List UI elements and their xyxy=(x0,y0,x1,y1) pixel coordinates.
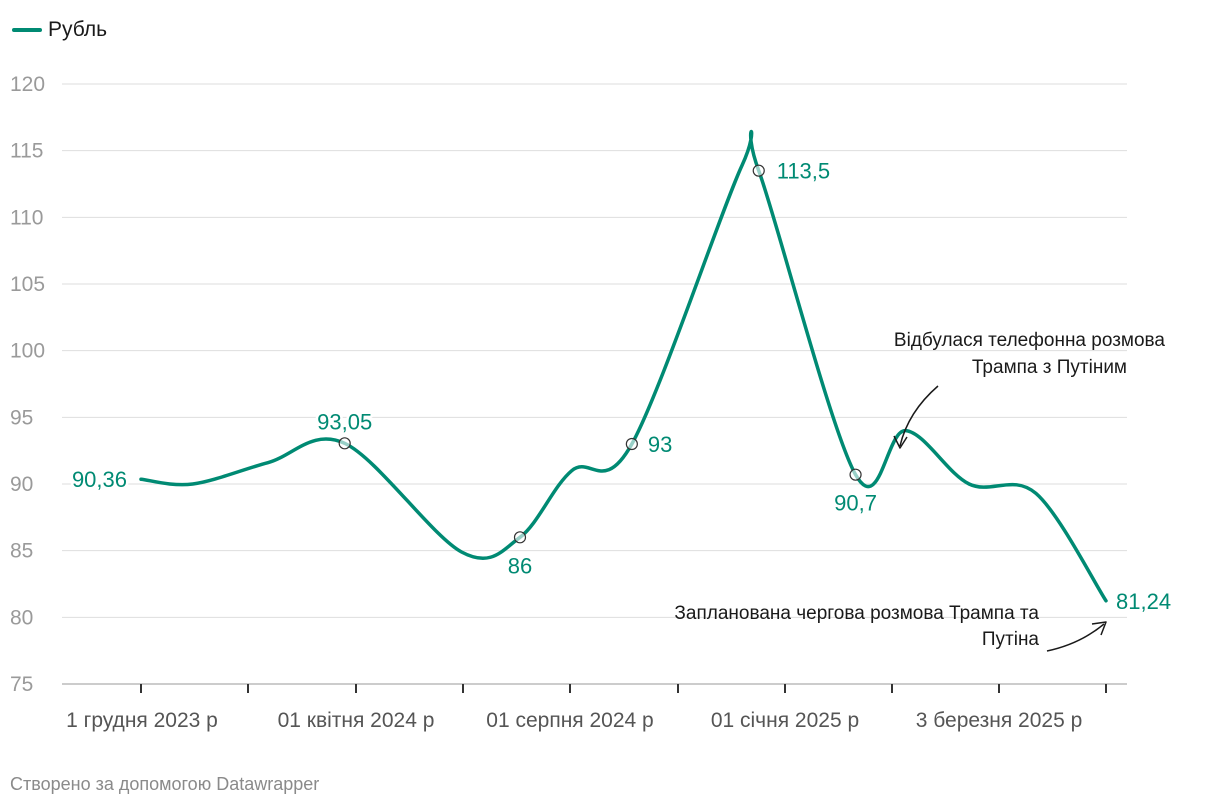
data-label: 93,05 xyxy=(317,409,372,434)
legend: Рубль xyxy=(12,18,107,42)
data-point-marker xyxy=(338,437,351,450)
annotation-text: Путіна xyxy=(982,629,1040,650)
legend-swatch xyxy=(12,28,42,32)
data-label: 90,36 xyxy=(72,467,127,492)
annotation-text: Відбулася телефонна розмова xyxy=(894,330,1165,351)
y-tick-label: 90 xyxy=(10,473,33,496)
data-label: 86 xyxy=(508,553,532,578)
y-tick-label: 100 xyxy=(10,340,45,363)
data-label-halo: 90,7 xyxy=(834,491,877,516)
y-tick-label: 115 xyxy=(10,140,43,163)
annotation-arrow xyxy=(899,385,939,447)
data-label-halo: 113,5 xyxy=(777,159,830,184)
x-tick-label: 01 січня 2025 р xyxy=(711,709,859,732)
x-tick-label: 1 грудня 2023 р xyxy=(66,709,218,732)
footer-credit: Створено за допомогою Datawrapper xyxy=(10,774,320,794)
data-label-halo: 93,05 xyxy=(317,409,372,434)
series-line-rubl xyxy=(139,129,1108,603)
x-tick-label: 3 березня 2025 р xyxy=(916,709,1083,732)
annotation-text: Запланована чергова розмова Трампа та xyxy=(674,603,1039,624)
data-label-halo: 90,36 xyxy=(72,467,127,492)
data-label-halo: 93 xyxy=(648,432,672,457)
data-point-marker xyxy=(625,437,638,451)
annotation-arrowhead xyxy=(893,435,908,449)
y-tick-label: 75 xyxy=(10,673,33,696)
y-tick-label: 110 xyxy=(10,206,43,229)
data-label: 113,5 xyxy=(777,159,830,184)
y-tick-label: 85 xyxy=(10,540,33,563)
x-tick-label: 01 серпня 2024 р xyxy=(486,709,653,732)
data-label: 81,24 xyxy=(1116,589,1171,614)
data-label: 90,7 xyxy=(834,491,877,516)
data-point-marker xyxy=(752,164,765,177)
y-tick-label: 105 xyxy=(10,273,45,296)
annotation-arrow xyxy=(1046,623,1105,652)
annotation-text: Трампа з Путіним xyxy=(972,357,1127,378)
data-point-marker xyxy=(849,468,862,481)
legend-label: Рубль xyxy=(48,18,108,41)
data-label-halo: 81,24 xyxy=(1116,589,1171,614)
y-tick-label: 120 xyxy=(10,73,45,96)
y-tick-label: 95 xyxy=(10,406,33,429)
y-tick-label: 80 xyxy=(10,606,33,629)
data-point-marker xyxy=(513,531,527,544)
data-label-halo: 86 xyxy=(508,553,532,578)
annotation-arrowhead xyxy=(1091,621,1107,636)
x-tick-label: 01 квітня 2024 р xyxy=(278,709,435,732)
data-label: 93 xyxy=(648,432,672,457)
